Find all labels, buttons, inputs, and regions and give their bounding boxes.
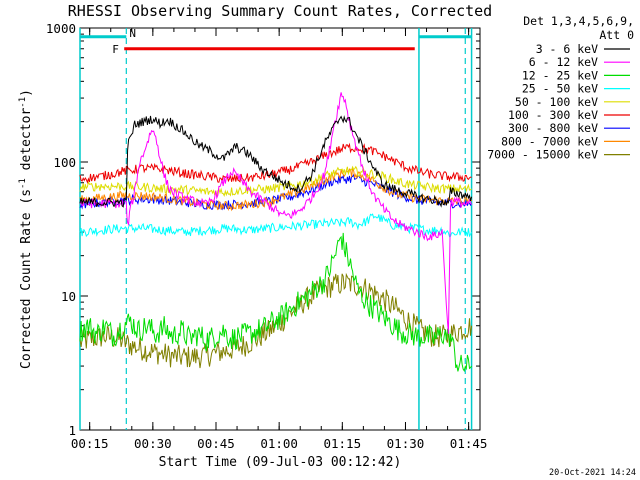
x-tick-label: 01:15 <box>323 436 361 451</box>
legend-label: 6 - 12 keV <box>529 55 598 69</box>
series-line-3-6keV <box>79 115 473 208</box>
series-lines <box>79 92 473 373</box>
series-line-12-25keV <box>79 232 473 373</box>
y-axis-label: Corrected Count Rate (s-1 detector-1) <box>18 89 34 369</box>
series-line-100-300keV <box>79 142 472 184</box>
series-line-800-7000keV <box>79 166 473 212</box>
y-label-mid: detector <box>19 108 34 179</box>
legend-label: 25 - 50 keV <box>522 82 598 96</box>
y-tick-label: 100 <box>53 155 76 170</box>
legend-label: 300 - 800 keV <box>508 121 598 135</box>
y-ticks: 1000 100 10 1 <box>46 21 480 438</box>
x-tick-label: 01:45 <box>450 436 488 451</box>
legend-label: 7000 - 15000 keV <box>487 148 598 162</box>
annotations: FN <box>80 27 472 56</box>
night-flag-label: N <box>129 27 136 40</box>
legend-label: 3 - 6 keV <box>536 42 598 56</box>
y-label-sup1: -1 <box>18 178 28 189</box>
x-ticks: 00:15 00:30 00:45 01:00 01:15 01:30 01:45 <box>71 28 488 451</box>
series-line-6-12keV <box>79 92 473 334</box>
x-axis-label: Start Time (09-Jul-03 00:12:42) <box>159 455 402 470</box>
flare-flag-label: F <box>112 43 119 56</box>
series-line-25-50keV <box>79 213 473 238</box>
series-line-50-100keV <box>79 165 472 198</box>
y-tick-label: 10 <box>61 289 76 304</box>
y-tick-label: 1 <box>68 423 76 438</box>
legend-label: 100 - 300 keV <box>508 108 598 122</box>
x-tick-label: 00:15 <box>71 436 109 451</box>
x-tick-label: 01:00 <box>260 436 298 451</box>
y-label-main: Corrected Count Rate (s <box>19 189 34 369</box>
x-tick-label: 00:45 <box>197 436 235 451</box>
y-label-sup2: -1 <box>18 97 28 108</box>
y-label-end: ) <box>19 89 34 97</box>
footer-date: 20-Oct-2021 14:24 <box>549 468 636 478</box>
legend-label: 12 - 25 keV <box>522 68 598 82</box>
legend-label: 50 - 100 keV <box>515 95 598 109</box>
y-tick-label: 1000 <box>46 21 76 36</box>
legend-header-line1: Det 1,3,4,5,6,9, <box>523 14 634 28</box>
legend-header-line2: Att 0 <box>599 28 634 42</box>
x-tick-label: 00:30 <box>134 436 172 451</box>
x-tick-label: 01:30 <box>387 436 425 451</box>
chart-title: RHESSI Observing Summary Count Rates, Co… <box>68 2 492 20</box>
legend-label: 800 - 7000 keV <box>501 134 598 148</box>
